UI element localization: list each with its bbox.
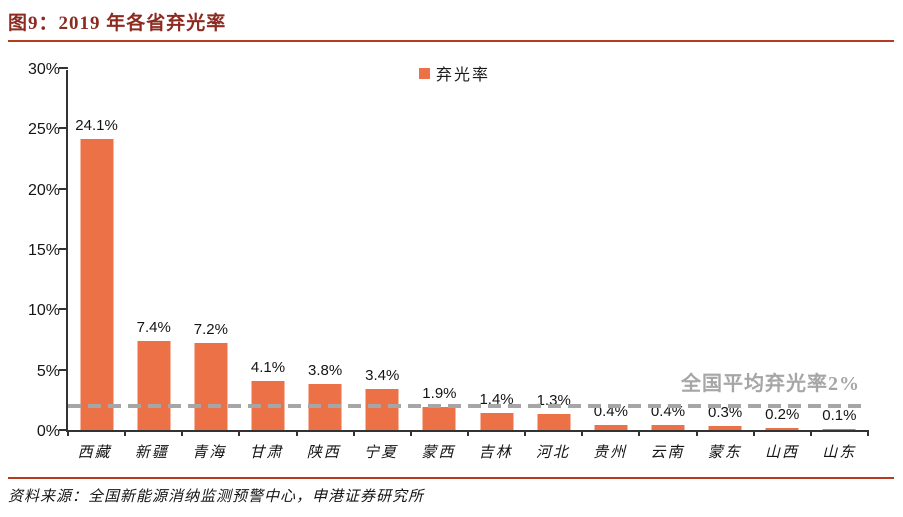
- bar-slot-蒙西: 1.9%: [411, 70, 468, 430]
- bar-贵州: [594, 425, 628, 430]
- bar-河北: [537, 414, 571, 430]
- source-note: 资料来源：全国新能源消纳监测预警中心，申港证券研究所: [8, 489, 425, 505]
- bar-value-label: 7.4%: [136, 318, 171, 336]
- x-axis-label-河北: 河北: [535, 445, 570, 461]
- bar-value-label: 0.1%: [822, 406, 857, 424]
- x-axis-tick: [581, 430, 584, 436]
- footer-divider: [8, 477, 894, 479]
- bar-slot-河北: 1.3%: [525, 70, 582, 430]
- bar-slot-宁夏: 3.4%: [354, 70, 411, 430]
- y-axis-tick-label: 15%: [27, 242, 60, 259]
- bar-吉林: [480, 413, 514, 430]
- average-reference-line: [68, 403, 868, 408]
- bar-value-label: 1.4%: [479, 391, 514, 409]
- bar-slot-甘肃: 4.1%: [239, 70, 296, 430]
- x-axis-tick: [352, 430, 355, 436]
- x-axis-tick: [409, 430, 412, 436]
- x-axis-tick: [295, 430, 298, 436]
- y-axis-tick-label: 30%: [27, 61, 60, 78]
- bar-slot-新疆: 7.4%: [125, 70, 182, 430]
- bar-青海: [194, 343, 228, 430]
- bar-slot-西藏: 24.1%: [68, 70, 125, 430]
- x-axis-tick: [695, 430, 698, 436]
- bar-value-label: 0.3%: [708, 404, 743, 422]
- title-divider: [8, 40, 894, 42]
- legend-label: 弃光率: [436, 67, 491, 84]
- bar-slot-山东: 0.1%: [811, 70, 868, 430]
- bar-value-label: 3.4%: [365, 366, 400, 384]
- chart-legend: 弃光率: [419, 61, 490, 85]
- figure-title: 图9：2019 年各省弃光率: [8, 13, 227, 34]
- bar-slot-山西: 0.2%: [754, 70, 811, 430]
- x-axis-tick: [809, 430, 812, 436]
- x-axis-label-山西: 山西: [765, 445, 800, 461]
- bar-value-label: 7.2%: [193, 321, 228, 339]
- y-axis-tick: [59, 248, 68, 250]
- bar-value-label: 1.9%: [422, 385, 457, 403]
- y-axis-labels: 0% 5% 10% 15% 20% 25% 30%: [8, 61, 60, 440]
- y-axis-tick: [59, 368, 68, 371]
- y-axis-tick-label: 5%: [36, 362, 60, 380]
- x-axis-label-青海: 青海: [192, 445, 227, 461]
- x-axis-tick: [238, 430, 241, 436]
- x-axis-label-宁夏: 宁夏: [364, 445, 399, 461]
- bar-value-label: 4.1%: [250, 358, 286, 376]
- bar-slot-吉林: 1.4%: [468, 70, 525, 430]
- x-axis-label-蒙东: 蒙东: [707, 445, 742, 461]
- x-axis-label-贵州: 贵州: [593, 445, 628, 461]
- x-axis-tick: [867, 430, 869, 436]
- y-axis-tick-label: 20%: [27, 181, 60, 199]
- x-axis-label-甘肃: 甘肃: [249, 445, 284, 461]
- bar-slot-青海: 7.2%: [182, 70, 239, 430]
- x-axis-tick: [524, 430, 527, 436]
- x-axis-label-蒙西: 蒙西: [421, 445, 456, 461]
- x-axis-tick: [467, 430, 469, 436]
- bar-云南: [651, 425, 685, 430]
- x-axis-tick: [124, 430, 127, 436]
- x-axis-label-新疆: 新疆: [134, 445, 169, 461]
- y-axis-tick-label: 0%: [36, 423, 60, 440]
- bar-宁夏: [365, 388, 399, 430]
- bar-slot-贵州: 0.4%: [582, 70, 639, 430]
- average-annotation: 全国平均弃光率2%: [681, 373, 860, 395]
- plot-area: 24.1% 7.4% 7.2% 4.1% 3.8% 3.4% 1.9% 1.4% 1.3% 0.4…: [59, 67, 869, 436]
- bar-山西: [765, 427, 799, 430]
- bar-蒙西: [422, 407, 456, 430]
- legend-swatch-icon: [419, 67, 430, 79]
- bar-新疆: [137, 340, 171, 430]
- bar-slot-陕西: 3.8%: [297, 70, 354, 430]
- bar-蒙东: [708, 426, 742, 430]
- x-axis-tick: [181, 430, 184, 436]
- x-axis-label-陕西: 陕西: [306, 445, 341, 461]
- bar-value-label: 3.8%: [308, 362, 343, 380]
- bar-series: 24.1% 7.4% 7.2% 4.1% 3.8% 3.4% 1.9% 1.4% 1.3% 0.4…: [68, 70, 868, 430]
- y-axis-tick: [59, 187, 68, 190]
- y-axis-tick: [59, 429, 68, 431]
- x-axis-tick: [638, 430, 641, 436]
- y-axis-tick-label: 25%: [27, 121, 60, 139]
- bar-slot-蒙东: 0.3%: [697, 70, 754, 430]
- y-axis-tick: [59, 127, 68, 130]
- bar-西藏: [80, 139, 114, 430]
- x-axis-label-西藏: 西藏: [77, 445, 112, 461]
- y-axis-tick: [59, 308, 68, 311]
- bar-山东: [822, 428, 856, 430]
- y-axis-tick: [59, 67, 68, 69]
- x-axis-labels: 西藏 新疆 青海 甘肃 陕西 宁夏 蒙西 吉林 河北 贵州 云南 蒙东 山西 山东: [66, 441, 868, 462]
- x-axis-label-山东: 山东: [822, 445, 857, 461]
- x-axis-label-吉林: 吉林: [478, 445, 513, 461]
- x-axis-tick: [752, 430, 755, 436]
- x-axis-label-云南: 云南: [650, 445, 685, 461]
- y-axis-tick-label: 10%: [27, 302, 60, 320]
- bar-value-label: 24.1%: [75, 117, 118, 135]
- x-axis-tick: [67, 430, 69, 436]
- bar-value-label: 0.2%: [765, 405, 800, 423]
